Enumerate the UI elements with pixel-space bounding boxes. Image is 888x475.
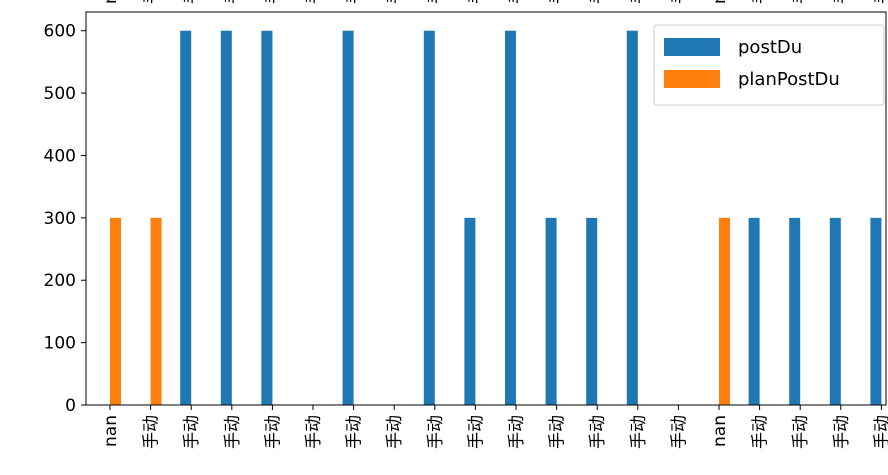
x-tick-label: 手动	[872, 415, 888, 449]
x-tick-label-top: 手动	[304, 0, 324, 4]
y-tick-label: 300	[44, 209, 76, 229]
legend: postDu planPostDu	[653, 24, 885, 106]
x-tick-label-top: 手动	[426, 0, 446, 4]
x-tick-label-top: 手动	[466, 0, 486, 4]
y-tick-label: 500	[44, 84, 76, 104]
x-tick-label: 手动	[142, 415, 162, 449]
x-tick-label: 手动	[791, 415, 811, 449]
bar-postDu-11	[545, 217, 557, 405]
x-tick-label-top: 手动	[142, 0, 162, 4]
x-axis: nannan手动手动手动手动手动手动手动手动手动手动手动手动手动手动手动手动手动…	[101, 0, 888, 449]
x-tick-label: nan	[710, 415, 730, 447]
x-tick-label: 手动	[832, 415, 852, 449]
x-tick-label: 手动	[345, 415, 365, 449]
x-tick-label-top: 手动	[548, 0, 568, 4]
x-tick-label-top: 手动	[223, 0, 243, 4]
x-tick-label: 手动	[263, 415, 283, 449]
legend-swatch-postDu	[664, 38, 720, 56]
bar-planPostDu-1	[150, 217, 162, 405]
x-tick-label: 手动	[182, 415, 202, 449]
legend-swatch-planPostDu	[664, 70, 720, 88]
legend-label-planPostDu: planPostDu	[738, 69, 840, 90]
x-tick-label-top: 手动	[182, 0, 202, 4]
x-tick-label-top: nan	[710, 0, 730, 4]
x-tick-label: 手动	[751, 415, 771, 449]
x-tick-label: nan	[101, 415, 121, 447]
x-tick-label: 手动	[385, 415, 405, 449]
x-tick-label: 手动	[629, 415, 649, 449]
bars-group	[110, 30, 882, 405]
bar-postDu-10	[505, 30, 516, 405]
x-tick-label-top: 手动	[629, 0, 649, 4]
bar-postDu-13	[626, 30, 638, 405]
x-tick-label-top: 手动	[263, 0, 283, 4]
x-tick-label-top: 手动	[832, 0, 852, 4]
plot-frame	[85, 11, 887, 406]
bar-postDu-12	[586, 217, 598, 405]
y-tick-label: 200	[44, 271, 76, 291]
bar-postDu-2	[180, 30, 192, 405]
bar-planPostDu-0	[110, 217, 121, 405]
bar-postDu-6	[342, 30, 354, 405]
x-tick-label: 手动	[548, 415, 568, 449]
x-tick-label: 手动	[588, 415, 608, 449]
bar-planPostDu-15	[719, 217, 730, 405]
x-tick-label-top: 手动	[588, 0, 608, 4]
x-tick-label-top: 手动	[507, 0, 527, 4]
x-tick-label: 手动	[507, 415, 527, 449]
bar-postDu-9	[464, 217, 476, 405]
bar-postDu-17	[789, 217, 801, 405]
bar-postDu-3	[220, 30, 232, 405]
x-tick-label-top: 手动	[791, 0, 811, 4]
y-axis: 0 100 200 300 400 500 600	[44, 22, 86, 416]
bar-postDu-19	[870, 217, 882, 405]
y-tick-label: 100	[44, 334, 76, 354]
bar-postDu-16	[748, 217, 760, 405]
x-tick-label-top: nan	[101, 0, 121, 4]
x-tick-label: 手动	[223, 415, 243, 449]
bar-postDu-4	[261, 30, 273, 405]
x-tick-label-top: 手动	[669, 0, 689, 4]
x-tick-label-top: 手动	[345, 0, 365, 4]
x-tick-label-top: 手动	[385, 0, 405, 4]
x-tick-label: 手动	[466, 415, 486, 449]
y-tick-label: 600	[44, 22, 76, 42]
y-tick-label: 400	[44, 146, 76, 166]
legend-label-postDu: postDu	[738, 37, 802, 58]
x-tick-label: 手动	[426, 415, 446, 449]
bar-postDu-18	[829, 217, 841, 405]
y-tick-label: 0	[65, 396, 76, 416]
x-tick-label: 手动	[669, 415, 689, 449]
bar-postDu-8	[423, 30, 435, 405]
x-tick-label-top: 手动	[872, 0, 888, 4]
x-tick-label: 手动	[304, 415, 324, 449]
x-tick-label-top: 手动	[751, 0, 771, 4]
